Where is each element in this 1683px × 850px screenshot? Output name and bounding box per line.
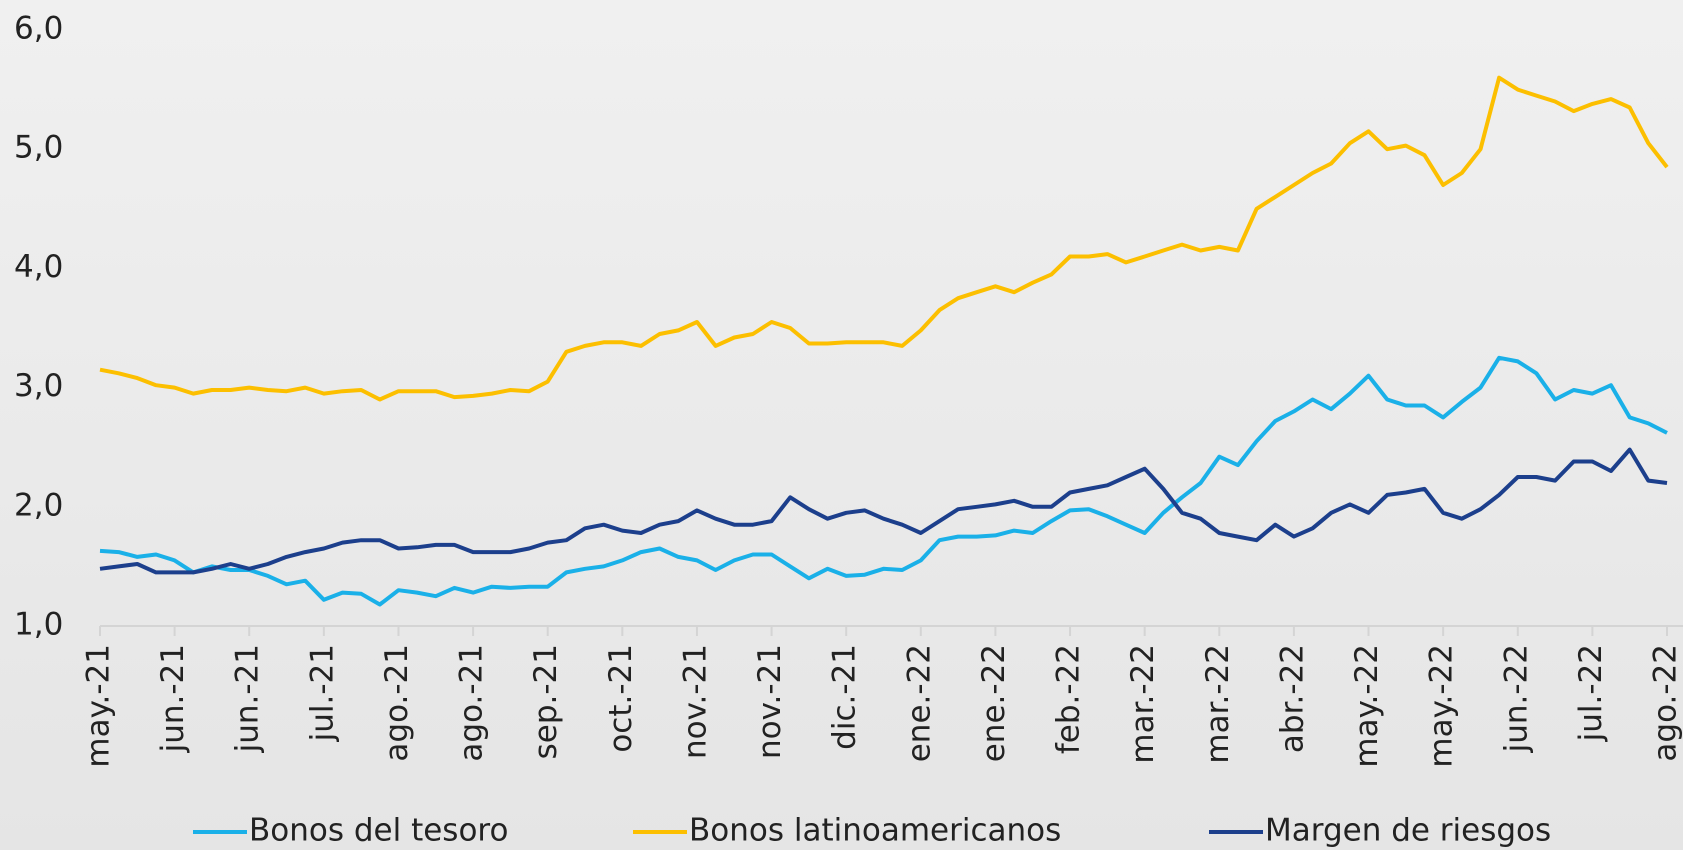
y-tick-label: 5,0: [14, 130, 63, 166]
x-tick-label: mar.-22: [1125, 644, 1161, 764]
series-line: [99, 355, 1668, 607]
series-line: [99, 75, 1669, 402]
x-tick-label: jun.-21: [230, 644, 266, 753]
legend-label: Bonos del tesoro: [249, 813, 508, 849]
x-tick-label: ago.-21: [454, 644, 490, 762]
series-line: [99, 447, 1668, 575]
x-tick-label: jul.-21: [304, 644, 340, 742]
y-tick-label: 2,0: [14, 487, 63, 523]
x-tick-label: ago.-22: [1648, 644, 1683, 762]
x-tick-label: nov.-21: [752, 644, 788, 759]
y-tick-label: 4,0: [14, 249, 63, 285]
x-tick-label: may.-22: [1424, 644, 1460, 768]
x-tick-label: nov.-21: [677, 644, 713, 759]
x-tick-label: may.-22: [1349, 644, 1385, 768]
x-tick-label: jun.-21: [155, 644, 191, 753]
x-tick-label: dic.-21: [827, 644, 863, 750]
x-tick-label: sep.-21: [528, 644, 564, 759]
x-tick-label: may.-21: [81, 644, 117, 768]
y-tick-label: 1,0: [14, 607, 63, 643]
x-tick-label: abr.-22: [1274, 644, 1310, 753]
legend-label: Bonos latinoamericanos: [689, 813, 1061, 849]
x-tick-label: ene.-22: [976, 644, 1012, 762]
y-tick-label: 6,0: [14, 11, 63, 47]
legend-label: Margen de riesgos: [1265, 813, 1551, 849]
x-tick-label: ene.-22: [901, 644, 937, 762]
y-tick-label: 3,0: [14, 368, 63, 404]
x-tick-label: jun.-22: [1498, 644, 1534, 753]
x-tick-label: ago.-21: [379, 644, 415, 762]
x-tick-label: oct.-21: [603, 644, 639, 753]
x-tick-label: mar.-22: [1200, 644, 1236, 764]
x-tick-label: jul.-22: [1573, 644, 1609, 742]
x-tick-label: feb.-22: [1051, 644, 1087, 754]
